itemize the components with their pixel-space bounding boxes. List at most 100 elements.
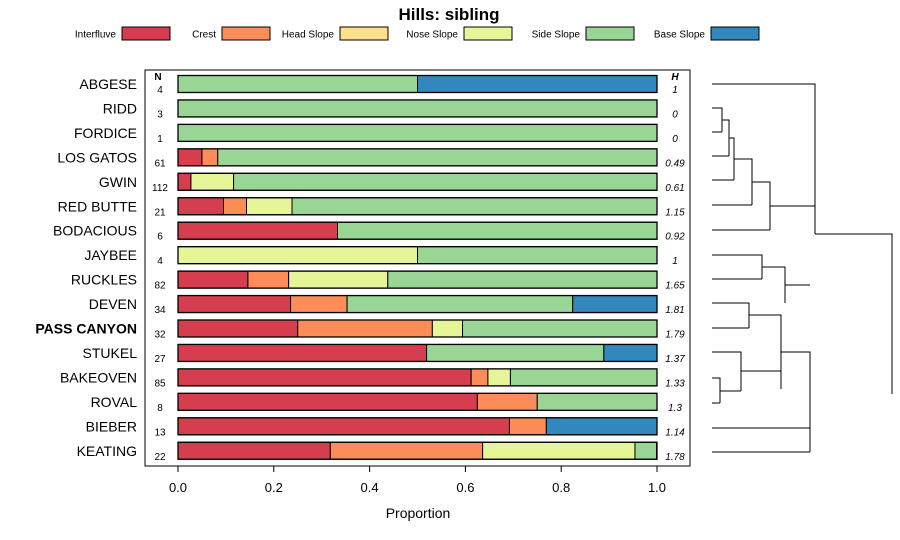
bar-outline <box>177 172 658 191</box>
bar-outline <box>177 294 658 314</box>
row-n-value: 32 <box>154 330 166 341</box>
bar-segment <box>177 246 418 265</box>
row-label: KEATING <box>77 443 137 459</box>
row-n-value: 8 <box>157 403 163 414</box>
bar-outline <box>177 319 658 338</box>
legend-swatch <box>710 26 760 41</box>
bar-segment <box>288 270 389 289</box>
x-tick-label: 0.4 <box>361 480 379 495</box>
bar-outline <box>177 99 658 118</box>
bar-segment <box>177 368 472 387</box>
x-tick-label: 0.8 <box>552 480 570 495</box>
bar-segment <box>247 270 290 289</box>
bar-segment <box>190 172 235 191</box>
dendrogram <box>712 83 893 453</box>
dendrogram-branch <box>752 181 771 230</box>
dendrogram-branch <box>712 83 816 234</box>
legend-swatch <box>585 26 635 41</box>
bar-segment <box>509 368 658 387</box>
row-n-value: 22 <box>154 452 166 463</box>
dendrogram-branch <box>712 377 721 403</box>
row-n-value: 6 <box>157 232 163 243</box>
dendrogram-branch <box>722 119 730 156</box>
n-column-header: N <box>154 72 161 83</box>
dendrogram-branch <box>734 158 753 205</box>
dendrogram-branch <box>781 351 811 437</box>
bar-outline <box>177 245 658 265</box>
row-h-value: 1.15 <box>665 207 685 218</box>
bar-segment <box>245 197 293 216</box>
legend-label: Interfluve <box>75 30 117 41</box>
row-h-value: 0.92 <box>665 232 685 243</box>
bar-outline <box>177 123 658 143</box>
bar-outline <box>177 270 658 289</box>
dendrogram-branch <box>762 266 786 303</box>
bar-segment <box>177 392 478 411</box>
dendrogram-branch <box>712 107 723 132</box>
bar-segment <box>346 295 574 314</box>
x-tick-label: 0.2 <box>265 480 283 495</box>
bar-segment <box>177 123 658 142</box>
row-h-value: 1 <box>672 85 678 96</box>
bar-segment <box>462 319 658 338</box>
row-n-value: 21 <box>154 207 166 218</box>
bar-segment <box>177 295 292 314</box>
dendrogram-branch <box>712 254 763 279</box>
row-n-value: 34 <box>154 305 166 316</box>
bar-segment <box>177 319 299 338</box>
row-label: GWIN <box>99 174 137 190</box>
bar-segment <box>426 343 605 362</box>
row-n-value: 13 <box>154 427 166 438</box>
x-tick-label: 1.0 <box>648 480 666 495</box>
dendrogram-branch <box>729 137 735 180</box>
plot-frame <box>144 69 691 467</box>
row-label: ROVAL <box>91 394 138 410</box>
chart-title: Hills: sibling <box>398 5 499 24</box>
bar-outline <box>177 343 658 363</box>
bar-segment <box>572 295 658 314</box>
h-column-header: H <box>671 72 679 83</box>
bar-segment <box>297 319 433 338</box>
bar-segment <box>177 197 225 216</box>
bar-segment <box>233 172 658 191</box>
bar-segment <box>603 343 658 362</box>
row-n-value: 85 <box>154 378 166 389</box>
row-h-value: 1.3 <box>668 403 682 414</box>
bar-segment <box>431 319 464 338</box>
bar-segment <box>329 441 484 460</box>
bar-segment <box>177 270 249 289</box>
row-n-value: 112 <box>152 183 168 194</box>
bar-segment <box>545 417 658 436</box>
row-h-value: 1.79 <box>665 330 685 341</box>
bar-segment <box>536 392 658 411</box>
row-h-value: 1.81 <box>665 305 684 316</box>
x-axis: 0.0 0.2 0.4 0.6 0.8 1.0 <box>169 466 666 495</box>
bar-segment <box>337 221 658 240</box>
bar-outline <box>177 392 658 412</box>
bar-outline <box>177 368 658 387</box>
row-label: LOS GATOS <box>57 149 137 165</box>
bar-segment <box>417 75 658 93</box>
dendrogram-branch <box>712 427 811 452</box>
x-tick-label: 0.0 <box>169 480 187 495</box>
bar-outline <box>177 197 658 216</box>
legend-swatch <box>463 26 513 41</box>
row-label: BODACIOUS <box>53 223 137 239</box>
row-h-value: 1.37 <box>665 354 685 365</box>
legend-swatch <box>339 26 389 41</box>
row-n-value: 61 <box>154 158 166 169</box>
dendrogram-branch <box>815 233 893 394</box>
row-n-value: 82 <box>154 281 166 292</box>
bar-outline <box>177 417 658 436</box>
bar-segment <box>290 295 348 314</box>
row-label: RUCKLES <box>71 272 137 288</box>
row-label: JAYBEE <box>84 247 137 263</box>
row-label: BIEBER <box>86 418 137 434</box>
row-n-value: 27 <box>154 354 166 365</box>
dendrogram-branch <box>749 314 782 389</box>
bar-segment <box>177 75 418 93</box>
row-label: RIDD <box>103 100 137 116</box>
bar-segment <box>482 441 636 460</box>
bar-segment <box>177 417 510 436</box>
